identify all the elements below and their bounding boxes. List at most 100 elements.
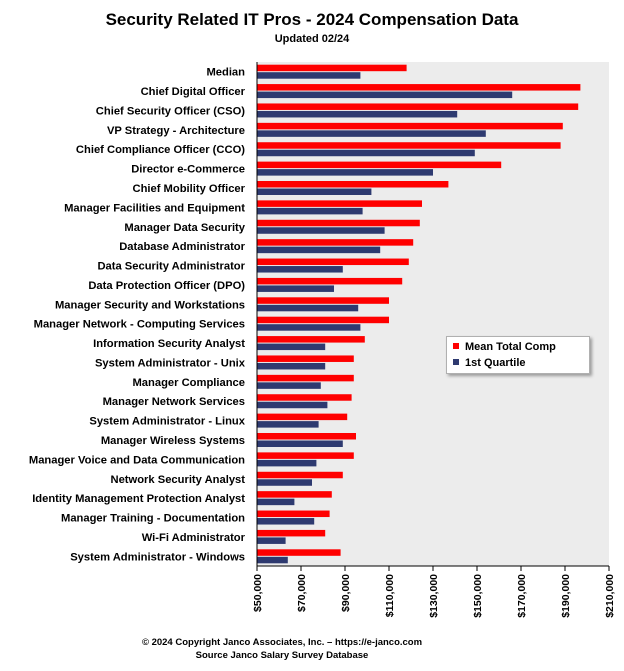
bar-1st-quartile (257, 479, 312, 486)
bar-mean-total-comp (257, 142, 561, 149)
bar-mean-total-comp (257, 452, 354, 459)
category-label: Manager Training - Documentation (61, 513, 245, 525)
category-label: Data Protection Officer (DPO) (88, 280, 245, 292)
bar-mean-total-comp (257, 355, 354, 362)
bar-mean-total-comp (257, 510, 330, 518)
bar-mean-total-comp (257, 84, 581, 91)
legend-item-quartile: 1st Quartile (453, 356, 526, 370)
bar-mean-total-comp (257, 549, 341, 556)
bar-1st-quartile (257, 421, 319, 428)
category-label: Chief Mobility Officer (132, 183, 245, 195)
bar-mean-total-comp (257, 161, 502, 169)
chart-title: Security Related IT Pros - 2024 Compensa… (105, 10, 519, 29)
legend-swatch-mean (453, 343, 459, 350)
chart-legend: Mean Total Comp 1st Quartile (446, 336, 590, 374)
bar-mean-total-comp (257, 277, 403, 285)
category-label: Manager Wireless Systems (101, 435, 245, 447)
category-label: Information Security Analyst (93, 338, 245, 350)
category-label: System Administrator - Linux (89, 416, 245, 428)
category-label: Manager Network Services (103, 396, 245, 408)
bar-mean-total-comp (257, 413, 348, 421)
bar-1st-quartile (257, 518, 315, 525)
bar-1st-quartile (257, 266, 343, 273)
bar-mean-total-comp (257, 122, 563, 130)
x-tick-label: $90,000 (340, 574, 352, 612)
bar-1st-quartile (257, 401, 328, 409)
bar-1st-quartile (257, 246, 381, 254)
category-label: VP Strategy - Architecture (107, 125, 245, 137)
legend-label-mean: Mean Total Comp (465, 341, 556, 353)
bar-1st-quartile (257, 110, 458, 118)
x-tick-label: $50,000 (252, 574, 264, 612)
bar-1st-quartile (257, 324, 361, 331)
bar-mean-total-comp (257, 181, 449, 188)
bar-mean-total-comp (257, 336, 365, 343)
legend-label-quartile: 1st Quartile (465, 357, 526, 369)
category-label: Manager Compliance (132, 377, 245, 389)
bar-mean-total-comp (257, 491, 332, 498)
bar-1st-quartile (257, 362, 326, 370)
category-label: Manager Data Security (124, 222, 245, 234)
bar-mean-total-comp (257, 258, 409, 266)
category-label: Manager Voice and Data Communication (29, 454, 245, 466)
category-label: Wi-Fi Administrator (142, 532, 246, 544)
bar-1st-quartile (257, 440, 343, 447)
chart-subtitle: Updated 02/24 (274, 33, 350, 45)
bar-1st-quartile (257, 130, 486, 137)
bar-mean-total-comp (257, 316, 389, 324)
category-label: Chief Digital Officer (141, 86, 246, 98)
footer-copyright: © 2024 Copyright Janco Associates, Inc. … (141, 637, 423, 648)
category-label: Manager Security and Workstations (55, 299, 245, 311)
x-tick-label: $190,000 (560, 574, 572, 618)
category-label: System Administrator - Windows (70, 551, 245, 563)
bar-mean-total-comp (257, 433, 356, 440)
x-tick-label: $150,000 (472, 574, 484, 618)
category-label: Network Security Analyst (110, 474, 245, 486)
bar-1st-quartile (257, 285, 334, 292)
category-label: Chief Security Officer (CSO) (96, 105, 245, 117)
x-tick-label: $210,000 (604, 574, 616, 618)
category-label: System Administrator - Unix (95, 357, 246, 369)
bar-1st-quartile (257, 91, 513, 99)
bar-1st-quartile (257, 188, 372, 195)
bar-mean-total-comp (257, 374, 354, 382)
legend-item-mean: Mean Total Comp (453, 340, 556, 354)
bar-1st-quartile (257, 149, 475, 157)
plot-area (257, 62, 609, 566)
bar-1st-quartile (257, 459, 317, 467)
category-label: Manager Facilities and Equipment (64, 202, 245, 214)
bar-1st-quartile (257, 382, 321, 389)
bar-mean-total-comp (257, 529, 326, 537)
category-label: Identity Management Protection Analyst (32, 493, 245, 505)
bar-mean-total-comp (257, 219, 420, 227)
bar-mean-total-comp (257, 200, 422, 207)
bar-1st-quartile (257, 304, 359, 312)
bar-mean-total-comp (257, 297, 389, 304)
bar-1st-quartile (257, 227, 385, 234)
x-tick-label: $110,000 (384, 574, 396, 617)
bar-1st-quartile (257, 72, 361, 79)
x-tick-label: $170,000 (516, 574, 528, 618)
footer-source: Source Janco Salary Survey Database (195, 650, 369, 661)
x-tick-label: $130,000 (428, 574, 440, 618)
category-label: Manager Network - Computing Services (34, 319, 245, 331)
bar-mean-total-comp (257, 64, 407, 72)
bar-mean-total-comp (257, 239, 414, 246)
category-label: Director e-Commerce (131, 164, 245, 176)
category-label: Database Administrator (119, 241, 245, 253)
x-tick-label: $70,000 (296, 574, 308, 612)
bar-mean-total-comp (257, 103, 579, 110)
category-label: Median (206, 67, 245, 79)
category-label: Chief Compliance Officer (CCO) (76, 144, 245, 156)
bar-1st-quartile (257, 169, 433, 176)
bar-1st-quartile (257, 498, 295, 506)
legend-swatch-quartile (453, 359, 459, 366)
bar-mean-total-comp (257, 394, 352, 401)
bar-1st-quartile (257, 207, 363, 215)
bar-1st-quartile (257, 556, 288, 564)
category-label: Data Security Administrator (97, 261, 245, 273)
bar-1st-quartile (257, 537, 286, 544)
bar-1st-quartile (257, 343, 326, 351)
bar-mean-total-comp (257, 471, 343, 479)
